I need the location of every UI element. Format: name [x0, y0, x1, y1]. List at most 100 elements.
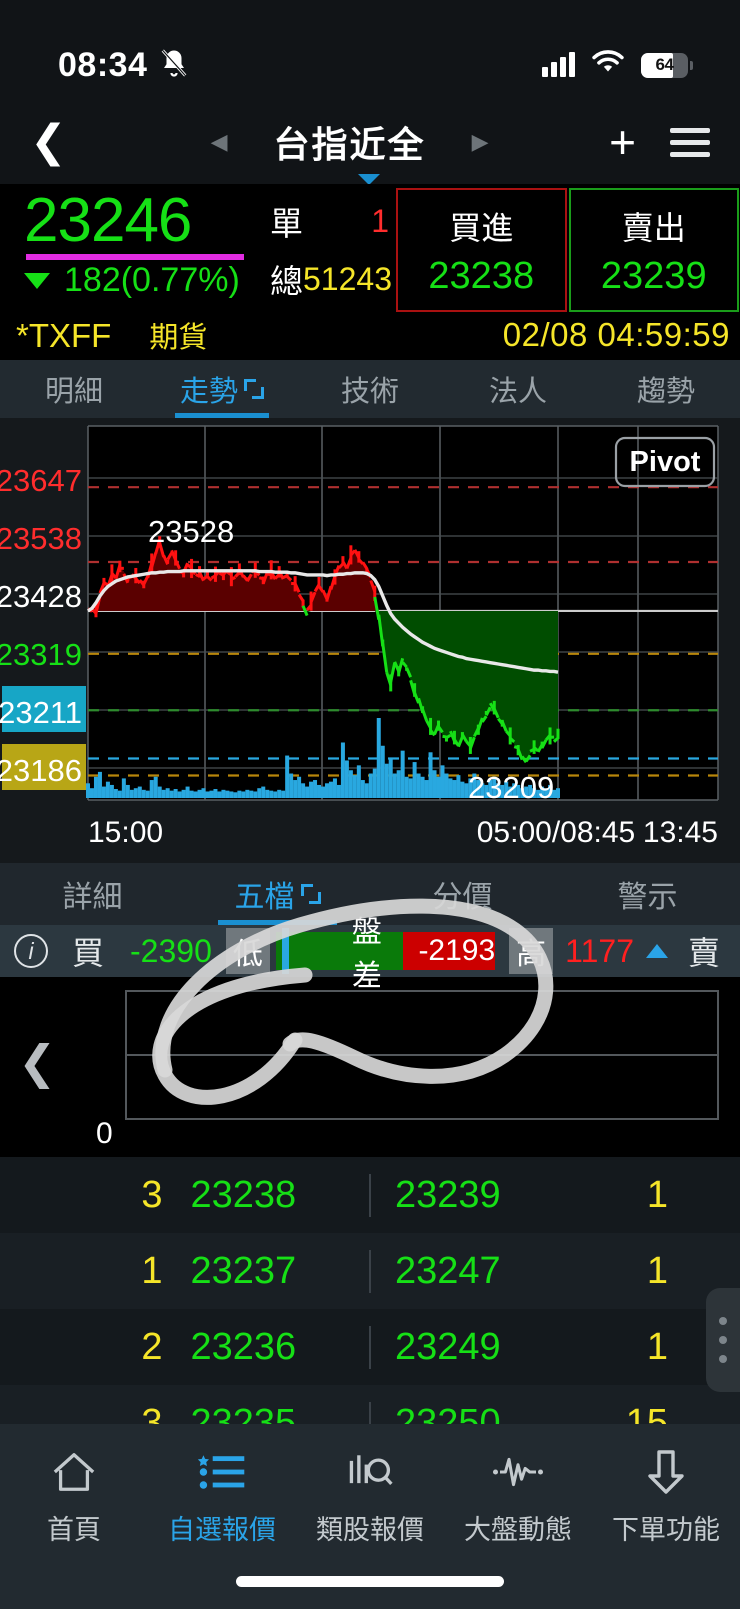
- high-value: 1177: [565, 932, 634, 969]
- order-book-row[interactable]: 1 23237 23247 1: [0, 1233, 740, 1309]
- bell-muted-icon: [159, 47, 189, 84]
- gauge-text: 盤差 -2193: [276, 916, 495, 993]
- bid-qty: 1: [141, 1249, 163, 1292]
- expand-icon[interactable]: [244, 379, 264, 399]
- bid-cell[interactable]: 2 23236: [0, 1325, 371, 1369]
- order-book-row[interactable]: 2 23236 23249 1: [0, 1309, 740, 1385]
- sell-label: 賣: [687, 935, 720, 971]
- ask-price: 23239: [600, 254, 707, 297]
- ask-label: 賣出: [621, 209, 686, 246]
- price-underline: [26, 254, 244, 260]
- status-time: 08:34: [58, 45, 148, 84]
- single-volume-row: 單 1: [270, 192, 395, 250]
- page-title: 台指近全: [273, 124, 426, 165]
- ask-cell[interactable]: 23247 1: [371, 1250, 740, 1293]
- chevron-left-icon[interactable]: ❮: [30, 117, 67, 166]
- last-price: 23246: [24, 186, 192, 255]
- bottom-nav-sector[interactable]: 類股報價: [296, 1446, 444, 1547]
- wifi-icon: [591, 50, 625, 80]
- tab-zoushi[interactable]: 走勢: [148, 360, 296, 418]
- tab-label: 警示: [617, 881, 678, 914]
- diff-label: 盤差: [351, 916, 382, 993]
- ask-price: 23249: [395, 1325, 501, 1368]
- total-value: 51243: [303, 260, 392, 297]
- nav-right: +: [609, 119, 710, 165]
- svg-text:05:00/08:45: 05:00/08:45: [477, 816, 635, 849]
- order-imbalance-bar[interactable]: i 買 -2390 低 盤差 -2193 高 1177 賣: [0, 916, 740, 993]
- bottom-nav-label: 類股報價: [316, 1515, 424, 1545]
- bottom-nav-watchlist[interactable]: 自選報價: [148, 1446, 296, 1547]
- bid-price: 23236: [190, 1325, 297, 1368]
- tab-jishu[interactable]: 技術: [296, 360, 444, 418]
- bid-price: 23238: [428, 254, 535, 297]
- battery-level: 64: [655, 55, 674, 74]
- home-indicator: [236, 1576, 504, 1587]
- triangle-down-icon: [24, 272, 50, 289]
- low-badge: 低: [225, 928, 270, 974]
- info-circle-icon[interactable]: i: [14, 934, 48, 968]
- ask-qty: 1: [646, 1325, 668, 1368]
- bid-qty: 2: [141, 1325, 163, 1368]
- svg-text:13:45: 13:45: [643, 816, 718, 849]
- tab-faren[interactable]: 法人: [444, 360, 592, 418]
- tab-mingxi[interactable]: 明細: [0, 360, 148, 418]
- mini-chart-zero-label: 0: [96, 1117, 113, 1150]
- last-price-block: 23246 182(0.77%): [0, 188, 270, 312]
- tab-label: 趨勢: [636, 376, 695, 408]
- tab-wudang[interactable]: 五檔: [185, 863, 370, 925]
- order-down-arrow-icon: [643, 1446, 689, 1498]
- ask-price: 23247: [395, 1249, 501, 1292]
- bid-label: 買進: [449, 209, 514, 246]
- sector-search-icon: [344, 1446, 396, 1498]
- quote-top-row: 23246 182(0.77%) 單 1 總 51243 買進 23238 賣出…: [0, 188, 740, 312]
- plus-icon[interactable]: +: [609, 116, 636, 168]
- nav-center: ◀ 台指近全 ▶: [90, 116, 609, 168]
- expand-icon[interactable]: [300, 884, 321, 904]
- ask-button[interactable]: 賣出 23239: [568, 188, 739, 312]
- order-book-row[interactable]: 3 23238 23239 1: [0, 1157, 740, 1233]
- tab-jingshi[interactable]: 警示: [555, 863, 740, 925]
- bid-button[interactable]: 買進 23238: [396, 188, 567, 312]
- svg-text:23538: 23538: [0, 521, 82, 556]
- imbalance-mini-chart[interactable]: ❮ 0: [0, 977, 740, 1157]
- svg-text:Pivot: Pivot: [630, 446, 701, 478]
- triangle-right-icon[interactable]: ▶: [471, 129, 489, 154]
- price-change: 182(0.77%): [64, 261, 240, 299]
- tab-qushi[interactable]: 趨勢: [592, 360, 740, 418]
- svg-text:15:00: 15:00: [88, 816, 163, 849]
- ask-price: 23239: [395, 1173, 501, 1216]
- chart-tab-bar: 明細 走勢 技術 法人 趨勢: [0, 360, 740, 418]
- svg-text:23186: 23186: [0, 753, 82, 788]
- bid-price: 23237: [190, 1249, 297, 1292]
- tab-label: 五檔: [234, 881, 295, 914]
- svg-text:23209: 23209: [468, 770, 554, 805]
- watchlist-icon: [196, 1446, 248, 1498]
- bottom-nav-order[interactable]: 下單功能: [592, 1446, 740, 1547]
- bottom-nav-bar: 首頁 自選報價 類股報價: [0, 1424, 740, 1609]
- book-tab-bar: 詳細 五檔 分價 警示: [0, 863, 740, 925]
- bottom-nav-market[interactable]: 大盤動態: [444, 1446, 592, 1547]
- tab-label: 走勢: [179, 376, 238, 408]
- symbol-block: *TXFF 期貨: [16, 314, 207, 356]
- chevron-left-icon[interactable]: ❮: [18, 1036, 57, 1088]
- svg-text:23319: 23319: [0, 637, 82, 672]
- bottom-nav-label: 大盤動態: [464, 1515, 572, 1545]
- bid-cell[interactable]: 1 23237: [0, 1249, 371, 1293]
- bid-cell[interactable]: 3 23238: [0, 1173, 371, 1217]
- market-pulse-icon: [491, 1446, 545, 1498]
- five-level-order-book: 3 23238 23239 1 1 23237 23247 1 2 23236 23249 1 3 232…: [0, 1157, 740, 1461]
- bid-qty: 3: [141, 1173, 163, 1216]
- hamburger-menu-icon[interactable]: [670, 127, 710, 157]
- intraday-chart[interactable]: 23647 23538 23428 23319 23211 23186 23528 23209…: [0, 418, 740, 863]
- ask-cell[interactable]: 23249 1: [371, 1326, 740, 1369]
- triangle-left-icon[interactable]: ◀: [210, 129, 228, 154]
- status-left: 08:34: [58, 46, 189, 85]
- svg-text:23211: 23211: [0, 695, 82, 730]
- title-caret-icon: [358, 174, 380, 185]
- bottom-nav-home[interactable]: 首頁: [0, 1446, 148, 1547]
- tab-xiangxi[interactable]: 詳細: [0, 863, 185, 925]
- ask-cell[interactable]: 23239 1: [371, 1174, 740, 1217]
- quote-timestamp: 02/08 04:59:59: [502, 316, 730, 353]
- three-dots-handle-icon[interactable]: [706, 1288, 740, 1392]
- total-label: 總: [270, 263, 303, 300]
